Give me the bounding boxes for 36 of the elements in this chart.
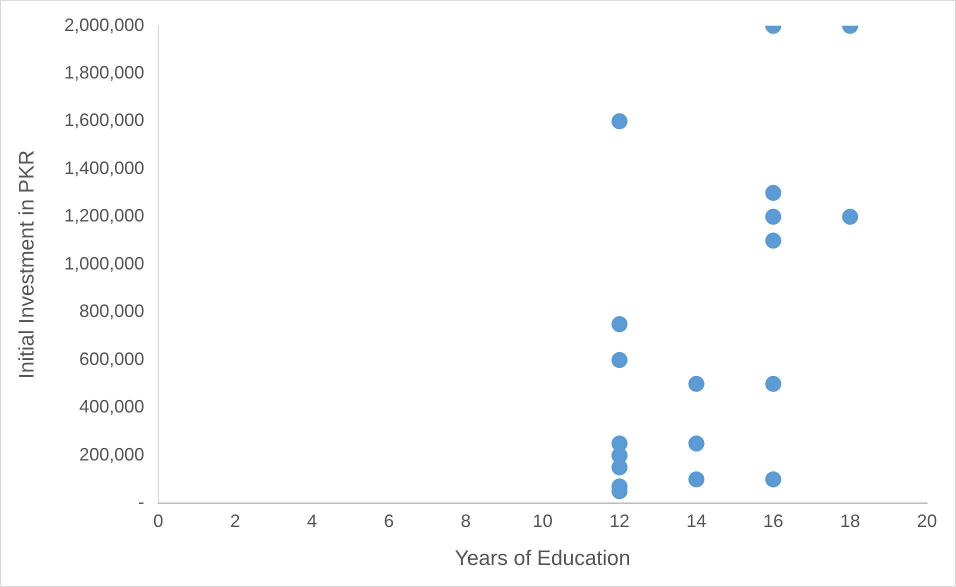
x-tick-label: 0: [153, 510, 164, 531]
y-axis-title: Initial Investment in PKR: [15, 150, 38, 379]
x-axis-title: Years of Education: [454, 547, 630, 570]
point: [765, 208, 782, 225]
y-tick-label: 200,000: [79, 444, 144, 464]
point: [765, 184, 782, 201]
y-tick-label: 1,600,000: [64, 110, 144, 130]
point: [765, 376, 782, 392]
x-tick-label: 4: [307, 510, 318, 531]
y-tick-label: 800,000: [79, 301, 144, 322]
point: [842, 208, 858, 225]
y-tick-label: 400,000: [79, 396, 144, 417]
x-tick-label: 10: [532, 510, 553, 531]
y-tick-label: 2,000,000: [64, 14, 144, 35]
point: [688, 436, 704, 452]
point: [612, 352, 628, 368]
x-tick-label: 20: [916, 510, 938, 531]
point: [688, 376, 704, 392]
y-tick-label: 1,000,000: [64, 253, 144, 274]
y-tick-label: 600,000: [79, 348, 144, 369]
point: [688, 471, 704, 488]
x-tick-label: 8: [460, 510, 471, 531]
x-tick-label: 12: [609, 510, 630, 531]
x-tick-label: 2: [230, 510, 240, 531]
x-tick-label: 14: [686, 510, 706, 531]
y-tick-label: 1,200,000: [64, 206, 144, 226]
point: [612, 113, 628, 130]
x-tick-label: 6: [384, 510, 394, 531]
point: [765, 471, 782, 488]
point: [765, 232, 782, 249]
x-tick-label: 16: [763, 510, 784, 531]
x-tick-label: 18: [840, 510, 860, 531]
y-tick-label: -: [138, 492, 144, 512]
y-tick-label: 1,800,000: [64, 62, 144, 83]
y-tick-label: 1,400,000: [64, 158, 144, 178]
point: [612, 316, 628, 332]
